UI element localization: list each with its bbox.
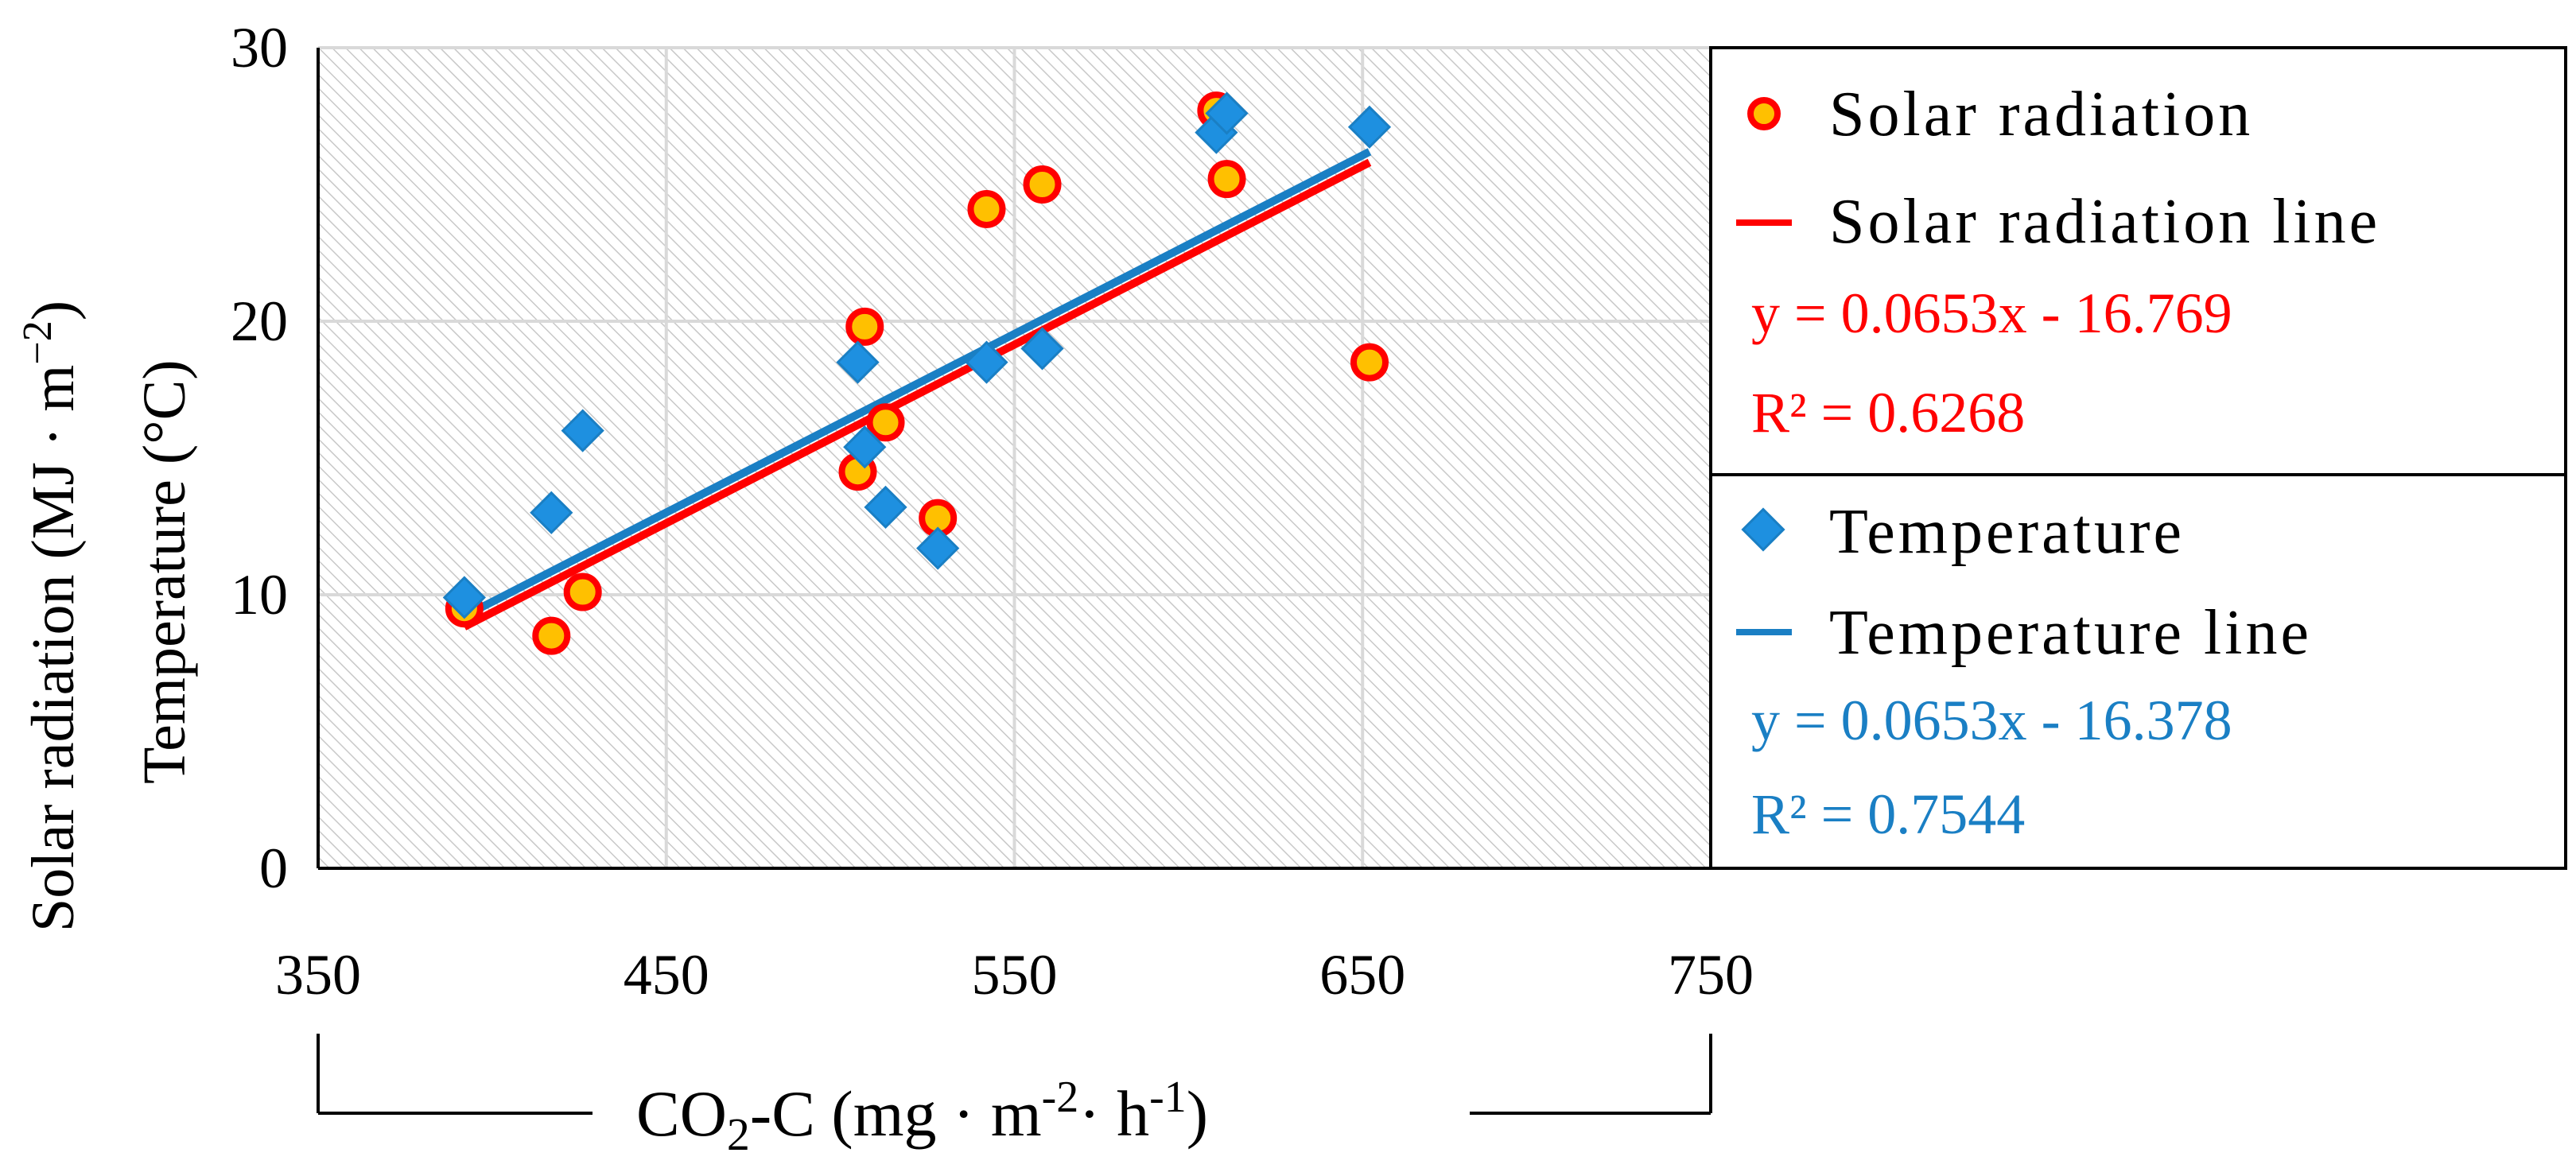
temperature-point [1020,327,1064,371]
temperature-point [864,485,907,530]
x-tick-label: 450 [624,943,709,1007]
temperature-equation: y = 0.0653x - 16.378 [1751,689,2232,752]
solar-equation: y = 0.0653x - 16.769 [1751,281,2232,345]
temperature-point [442,576,486,619]
x-axis-label: CO2-C (mg · m-2· h-1) [636,1073,1208,1160]
legend-box [1709,46,2567,870]
solar-radiation-trendline [462,158,1372,631]
x-tick-label: 750 [1668,943,1754,1007]
solar-radiation-point [563,572,602,611]
temperature-point [836,340,880,384]
legend-diamond-marker [1741,507,1785,552]
legend-solar-radiation: Solar radiation [1747,80,2253,149]
temperature-point [561,409,604,452]
legend-temperature-line: Temperature line [1736,598,2312,668]
legend-label-temperature-line: Temperature line [1829,598,2312,668]
legend-label-solar-radiation: Solar radiation [1829,80,2253,149]
solar-radiation-point [1350,343,1389,382]
temperature-point [965,340,1008,384]
legend-circle-marker [1747,97,1781,130]
solar-radiation-point [532,616,571,655]
x-tick-label: 550 [972,943,1058,1007]
temperature-point [530,491,573,534]
y-tick-label: 10 [231,563,288,627]
solar-radiation-point [1207,160,1246,199]
solar-r2: R² = 0.6268 [1751,381,2025,444]
y-axis-label-line1: Solar radiation (MJ · m−2) [15,301,87,932]
temperature-point [916,526,960,570]
y-axis-label-line2: Temperature (°C) [131,359,198,784]
y-tick-label: 20 [231,289,288,353]
temperature-trendline [462,148,1372,620]
solar-radiation-point [967,189,1006,228]
temperature-r2: R² = 0.7544 [1751,782,2025,846]
solar-radiation-point [866,403,905,442]
temperature-point [843,425,887,469]
legend-temperature: Temperature [1741,497,2185,567]
gridlines [318,46,1711,868]
legend-label-solar-radiation-line: Solar radiation line [1829,187,2380,257]
solar-radiation-point [845,307,884,346]
x-tick-label: 650 [1319,943,1405,1007]
temperature-point [1205,91,1249,135]
temperature-point [1347,105,1392,149]
legend-solar-radiation-line: Solar radiation line [1736,187,2380,257]
x-tick-label: 350 [275,943,361,1007]
y-tick-label: 0 [259,836,288,900]
solar-radiation-point [1023,165,1062,204]
legend-label-temperature: Temperature [1829,497,2185,567]
y-tick-label: 30 [231,16,288,80]
